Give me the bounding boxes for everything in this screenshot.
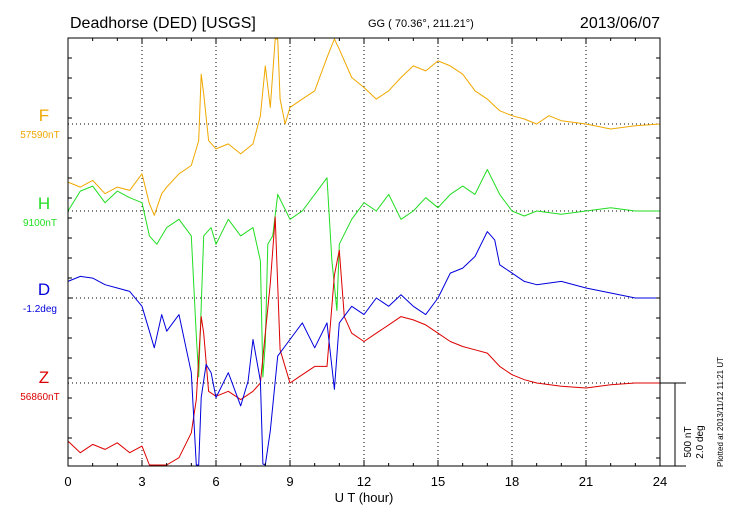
x-tick-label: 18 [505,474,519,489]
series-baseline-z: 56860nT [20,392,59,403]
series-name-d: D [38,280,50,299]
series-baseline-f: 57590nT [20,130,59,141]
series-baseline-h: 9100nT [23,218,57,229]
series-line-f [67,38,661,216]
x-tick-label: 21 [579,474,593,489]
series-line-d [67,231,660,466]
x-tick-label: 9 [286,474,293,489]
series-baseline-d: -1.2deg [23,304,57,315]
chart-title: Deadhorse (DED) [USGS] [70,15,256,32]
series-layer [67,38,661,466]
series-labels: F 57590nT H 9100nT D -1.2deg Z 56860nT [20,106,59,403]
x-axis-label: U T (hour) [335,490,394,505]
x-tick-label: 6 [212,474,219,489]
series-name-z: Z [39,368,49,387]
scale-label-nt: 500 nT [683,426,694,457]
chart-date: 2013/06/07 [580,15,660,32]
x-axis-ticks: 0 3 6 9 12 15 18 21 24 [64,38,667,489]
plotted-timestamp: Plotted at 2013/11/12 11:21 UT [716,357,725,467]
x-tick-label: 12 [357,474,371,489]
x-tick-label: 15 [431,474,445,489]
series-name-f: F [39,106,49,125]
x-tick-label: 24 [653,474,667,489]
station-coordinates: GG ( 70.36°, 211.21°) [368,18,474,30]
scale-label-deg: 2.0 deg [695,425,706,458]
series-name-h: H [38,194,50,213]
x-tick-label: 0 [64,474,71,489]
x-tick-label: 3 [138,474,145,489]
series-line-z [67,216,660,466]
grid-lines [68,38,660,466]
series-line-h [67,169,660,378]
